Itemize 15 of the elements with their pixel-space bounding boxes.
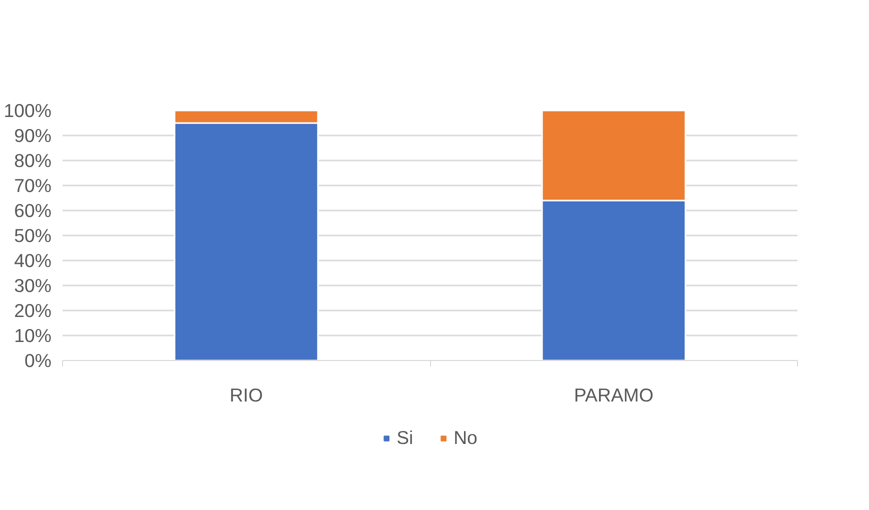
y-tick-label: 0%: [24, 350, 52, 371]
y-tick-label: 70%: [14, 175, 52, 196]
y-tick-label: 60%: [14, 200, 52, 221]
legend-label: Si: [396, 427, 414, 449]
y-tick-label: 30%: [14, 275, 52, 296]
y-tick-label: 20%: [14, 300, 52, 321]
y-tick-label: 40%: [14, 250, 52, 271]
y-tick-label: 100%: [4, 100, 52, 121]
y-tick-label: 80%: [14, 150, 52, 171]
x-tick-label: PARAMO: [574, 384, 654, 406]
y-tick-label: 50%: [14, 225, 52, 246]
y-tick-label: 10%: [14, 325, 52, 346]
x-tick-label: RIO: [230, 384, 263, 406]
y-tick-label: 90%: [14, 125, 52, 146]
legend-label: No: [454, 427, 478, 449]
